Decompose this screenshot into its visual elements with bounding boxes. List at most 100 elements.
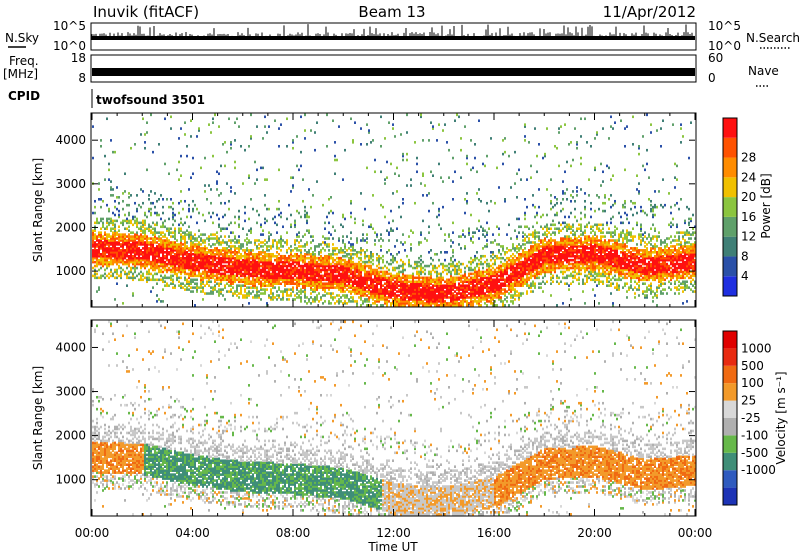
power-cell <box>108 276 110 280</box>
power-cell <box>382 266 384 270</box>
power-cell <box>162 241 164 244</box>
power-cell <box>138 252 140 256</box>
power-cell <box>252 284 254 287</box>
power-cell <box>264 203 266 207</box>
power-cell <box>458 284 460 287</box>
power-cell <box>306 296 308 299</box>
power-cell <box>256 276 258 280</box>
power-cell <box>336 247 338 250</box>
power-cell <box>468 280 470 284</box>
power-cell <box>100 262 102 266</box>
power-cell <box>232 268 234 272</box>
power-cell <box>262 233 264 236</box>
power-cell <box>238 217 240 221</box>
power-cell <box>220 241 222 244</box>
power-cell <box>112 194 114 197</box>
power-cell <box>334 158 336 162</box>
power-cell <box>388 276 390 280</box>
power-cell <box>468 260 470 264</box>
power-cell <box>178 251 180 254</box>
power-cell <box>106 258 108 262</box>
power-cell <box>454 258 456 262</box>
power-cell <box>184 231 186 234</box>
power-cell <box>378 274 380 278</box>
power-cell <box>340 266 342 270</box>
power-cell <box>98 249 100 252</box>
power-cell <box>190 270 192 274</box>
power-cell <box>322 294 324 297</box>
power-cell <box>180 154 182 158</box>
power-cell <box>278 258 280 262</box>
power-cell <box>114 233 116 236</box>
power-cell <box>228 245 230 248</box>
power-cell <box>436 294 438 297</box>
power-cell <box>246 270 248 274</box>
power-cell <box>228 249 230 252</box>
power-cell <box>188 203 190 207</box>
power-cell <box>250 198 252 201</box>
power-cell <box>358 290 360 293</box>
power-cell <box>350 296 352 299</box>
power-cell <box>314 268 316 272</box>
power-cell <box>220 268 222 272</box>
power-cell <box>230 241 232 244</box>
power-cell <box>154 251 156 254</box>
power-cell <box>270 288 272 291</box>
power-cell <box>418 272 420 276</box>
power-cell <box>368 256 370 260</box>
power-cell <box>248 262 250 266</box>
power-cell <box>314 274 316 278</box>
power-cell <box>252 256 254 260</box>
power-cell <box>178 249 180 252</box>
power-cell <box>338 266 340 270</box>
power-cell <box>278 199 280 203</box>
power-cell <box>218 251 220 254</box>
power-cell <box>292 254 294 258</box>
power-cell <box>192 237 194 240</box>
power-cell <box>342 258 344 262</box>
power-cell <box>218 258 220 262</box>
power-cell <box>400 290 402 293</box>
power-cell <box>432 201 434 205</box>
power-cell <box>126 262 128 266</box>
power-cell <box>394 256 396 260</box>
power-cell <box>440 298 442 301</box>
power-cell <box>422 260 424 264</box>
power-cell <box>468 302 470 305</box>
power-cell <box>164 280 166 284</box>
power-cell <box>336 268 338 272</box>
power-cell <box>402 274 404 278</box>
power-cell <box>272 294 274 297</box>
power-cell <box>176 266 178 270</box>
power-cell <box>296 252 298 256</box>
power-cell <box>160 251 162 254</box>
power-cell <box>444 284 446 287</box>
power-cell <box>178 223 180 227</box>
power-cell <box>378 294 380 297</box>
power-cell <box>374 286 376 289</box>
power-cell <box>334 274 336 278</box>
power-cell <box>178 252 180 256</box>
power-cell <box>388 300 390 303</box>
power-cell <box>248 254 250 258</box>
power-cell <box>394 294 396 297</box>
power-cell <box>276 207 278 211</box>
power-cell <box>372 290 374 293</box>
power-cell <box>206 272 208 276</box>
power-cell <box>414 141 416 144</box>
power-cell <box>206 276 208 280</box>
power-cell <box>212 272 214 276</box>
power-cell <box>140 225 142 229</box>
power-cell <box>396 300 398 303</box>
power-cell <box>276 298 278 301</box>
power-cell <box>116 256 118 260</box>
power-cell <box>248 292 250 295</box>
power-cell <box>312 235 314 238</box>
power-cell <box>440 286 442 289</box>
power-cell <box>192 235 194 238</box>
power-cell <box>288 288 290 291</box>
power-cell <box>302 284 304 287</box>
power-cell <box>266 260 268 264</box>
power-cell <box>388 284 390 287</box>
power-cell <box>336 274 338 278</box>
